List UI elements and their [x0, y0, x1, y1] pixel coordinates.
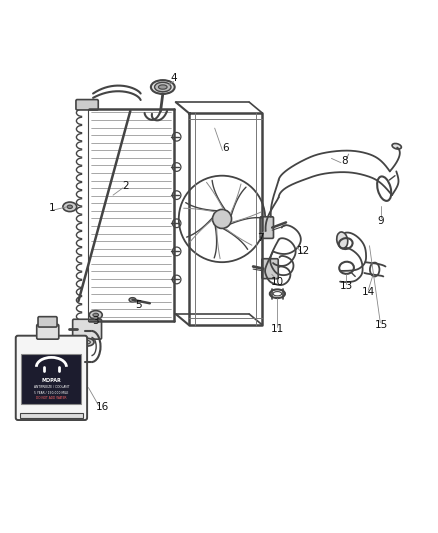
- Ellipse shape: [392, 143, 401, 149]
- Ellipse shape: [80, 338, 94, 346]
- Bar: [20, 413, 83, 418]
- Text: 8: 8: [341, 156, 348, 166]
- FancyBboxPatch shape: [37, 325, 59, 339]
- Ellipse shape: [155, 82, 171, 92]
- Text: 10: 10: [271, 277, 284, 287]
- Text: 1: 1: [49, 203, 56, 213]
- Text: 15: 15: [374, 320, 388, 330]
- Ellipse shape: [89, 311, 102, 319]
- Text: 12: 12: [297, 246, 310, 256]
- Text: 5: 5: [136, 301, 142, 310]
- Text: MOPAR: MOPAR: [42, 378, 61, 383]
- Text: 3: 3: [92, 316, 99, 326]
- Bar: [21, 354, 81, 404]
- Text: 4: 4: [170, 74, 177, 83]
- Ellipse shape: [93, 313, 99, 317]
- FancyBboxPatch shape: [260, 217, 273, 238]
- Text: 13: 13: [340, 281, 353, 291]
- FancyBboxPatch shape: [16, 336, 87, 420]
- FancyBboxPatch shape: [38, 317, 57, 327]
- Text: 14: 14: [361, 287, 375, 297]
- Text: 2: 2: [123, 182, 129, 191]
- Text: DO NOT ADD WATER: DO NOT ADD WATER: [36, 396, 67, 400]
- Ellipse shape: [129, 297, 136, 302]
- Ellipse shape: [337, 232, 348, 248]
- Text: 6: 6: [222, 143, 229, 152]
- Ellipse shape: [151, 80, 175, 94]
- FancyBboxPatch shape: [76, 100, 98, 110]
- Circle shape: [212, 209, 232, 229]
- Ellipse shape: [67, 205, 72, 208]
- Text: 5 YEAR / 150,000 MILE: 5 YEAR / 150,000 MILE: [34, 391, 69, 395]
- Ellipse shape: [159, 85, 167, 89]
- Text: 9: 9: [378, 216, 385, 226]
- FancyBboxPatch shape: [73, 319, 102, 339]
- Ellipse shape: [63, 202, 77, 212]
- Text: 7: 7: [257, 233, 263, 244]
- Text: 16: 16: [95, 402, 109, 412]
- Text: ANTIFREEZE / COOLANT: ANTIFREEZE / COOLANT: [34, 385, 69, 389]
- FancyBboxPatch shape: [262, 259, 278, 279]
- Text: 11: 11: [271, 324, 284, 334]
